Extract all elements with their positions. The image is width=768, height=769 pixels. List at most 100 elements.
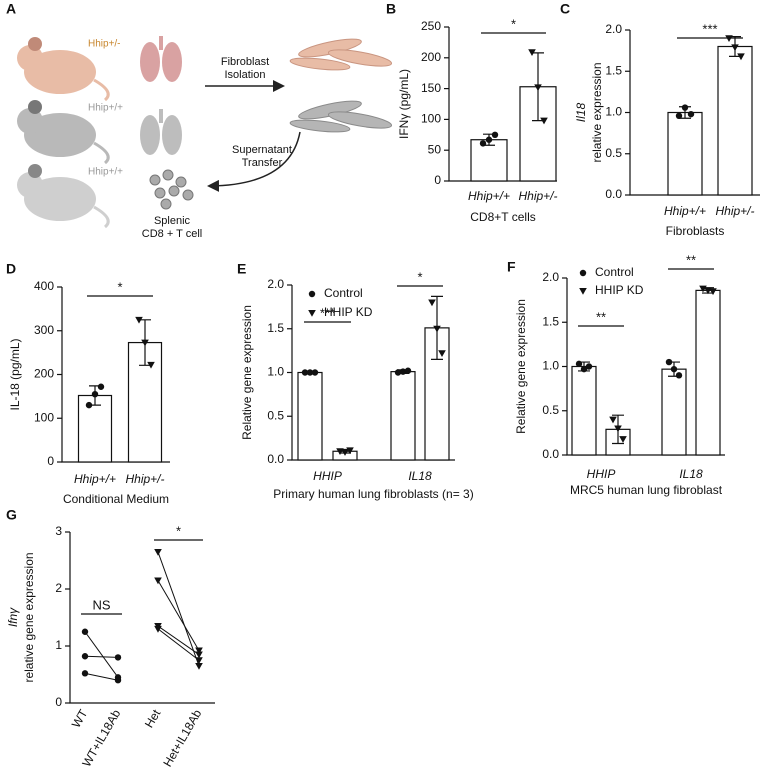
panel-label: B	[386, 1, 396, 17]
y-tick-label: 2.0	[542, 270, 559, 284]
data-point	[85, 401, 93, 409]
y-tick-label: 1.5	[542, 314, 559, 328]
bar	[717, 45, 753, 196]
y-tick-label: 2.0	[267, 277, 284, 291]
data-point	[675, 112, 683, 120]
y-tick-label: 0.0	[605, 187, 622, 201]
data-point	[394, 369, 402, 376]
panel-label: E	[237, 261, 246, 277]
data-point	[665, 358, 673, 366]
data-point	[687, 110, 695, 118]
y-axis-label: IFNγ (pg/mL)	[397, 69, 411, 139]
significance-label: **	[596, 309, 606, 324]
pair-line	[157, 625, 200, 655]
x-tick-label: IL18	[408, 469, 432, 483]
data-point	[737, 53, 745, 61]
y-tick-label: 3	[55, 524, 62, 538]
data-point	[479, 140, 487, 147]
x-tick-label: Hhip+/+	[74, 472, 116, 486]
fibroblasts	[289, 38, 393, 71]
y-tick-label: 0.5	[605, 146, 622, 160]
bar	[667, 111, 703, 196]
y-tick-label: 1.5	[605, 63, 622, 77]
step-label: Fibroblast	[221, 56, 269, 68]
bar	[470, 139, 508, 182]
legend-label: Control	[595, 265, 634, 279]
y-tick-label: 1.5	[267, 321, 284, 335]
data-point	[135, 316, 143, 324]
legend-marker	[308, 310, 316, 317]
x-tick-label: Hhip+/+	[664, 204, 706, 218]
y-tick-label: 0	[55, 695, 62, 709]
data-point	[311, 369, 319, 376]
data-point	[433, 325, 441, 333]
y-tick-label: 0	[434, 173, 441, 187]
data-point	[675, 372, 683, 379]
data-point	[399, 368, 407, 375]
data-point	[485, 136, 493, 143]
data-point	[114, 677, 122, 684]
genotype-label: Hhip+/-	[88, 39, 121, 50]
data-point	[575, 360, 583, 368]
x-axis-label: Primary human lung fibroblasts (n= 3)	[273, 487, 473, 501]
cell-label: Splenic	[154, 215, 191, 227]
data-point	[709, 288, 717, 296]
x-tick-label: Hhip+/-	[518, 189, 557, 203]
data-point	[428, 299, 436, 307]
data-point	[528, 49, 536, 57]
y-axis-label: IL-18 (pg/mL)	[8, 338, 22, 410]
genotype-label: Hhip+/+	[88, 167, 123, 178]
bar	[297, 371, 323, 461]
y-tick-label: 300	[34, 323, 54, 337]
legend-marker	[308, 290, 316, 298]
y-tick-label: 200	[421, 50, 441, 64]
data-point	[301, 369, 309, 376]
data-point	[681, 104, 689, 111]
significance-label: NS	[92, 597, 110, 612]
significance-label: ***	[320, 305, 335, 320]
data-point	[81, 653, 89, 660]
step-label: Isolation	[225, 69, 266, 81]
data-point	[699, 285, 707, 293]
bar	[77, 394, 113, 463]
y-tick-label: 1.0	[605, 105, 622, 119]
step-label: Transfer	[242, 157, 283, 169]
mouse	[17, 100, 110, 165]
significance-label: ***	[702, 21, 717, 36]
y-axis-label: Ifnγ	[6, 607, 20, 627]
data-point	[81, 670, 89, 677]
x-tick-label: Hhip+/-	[125, 472, 164, 486]
bar	[390, 371, 416, 461]
y-tick-label: 0.5	[542, 403, 559, 417]
bar	[695, 289, 721, 456]
fibroblasts	[289, 100, 393, 133]
significance-label: *	[511, 16, 516, 31]
y-tick-label: 250	[421, 19, 441, 33]
data-point	[114, 654, 122, 661]
data-point	[670, 365, 678, 373]
data-point	[404, 367, 412, 374]
data-point	[346, 447, 354, 455]
x-axis-label: Conditional Medium	[63, 492, 169, 506]
data-point	[731, 44, 739, 52]
axis-line	[69, 532, 215, 704]
mouse	[17, 164, 110, 229]
data-point	[609, 416, 617, 424]
x-tick-label: HHIP	[587, 467, 616, 481]
x-tick-label: Hhip+/-	[715, 204, 754, 218]
mouse	[17, 37, 110, 102]
data-point	[147, 361, 155, 369]
data-point	[141, 339, 149, 347]
significance-label: *	[176, 523, 181, 538]
data-point	[195, 651, 203, 659]
pair-line	[157, 580, 200, 651]
y-tick-label: 50	[428, 142, 442, 156]
x-axis-label: MRC5 human lung fibroblast	[570, 483, 723, 497]
pair-line	[84, 631, 119, 678]
y-axis-label: relative gene expression	[22, 552, 36, 682]
y-tick-label: 0.0	[542, 447, 559, 461]
legend-marker	[579, 288, 587, 295]
y-tick-label: 200	[34, 367, 54, 381]
